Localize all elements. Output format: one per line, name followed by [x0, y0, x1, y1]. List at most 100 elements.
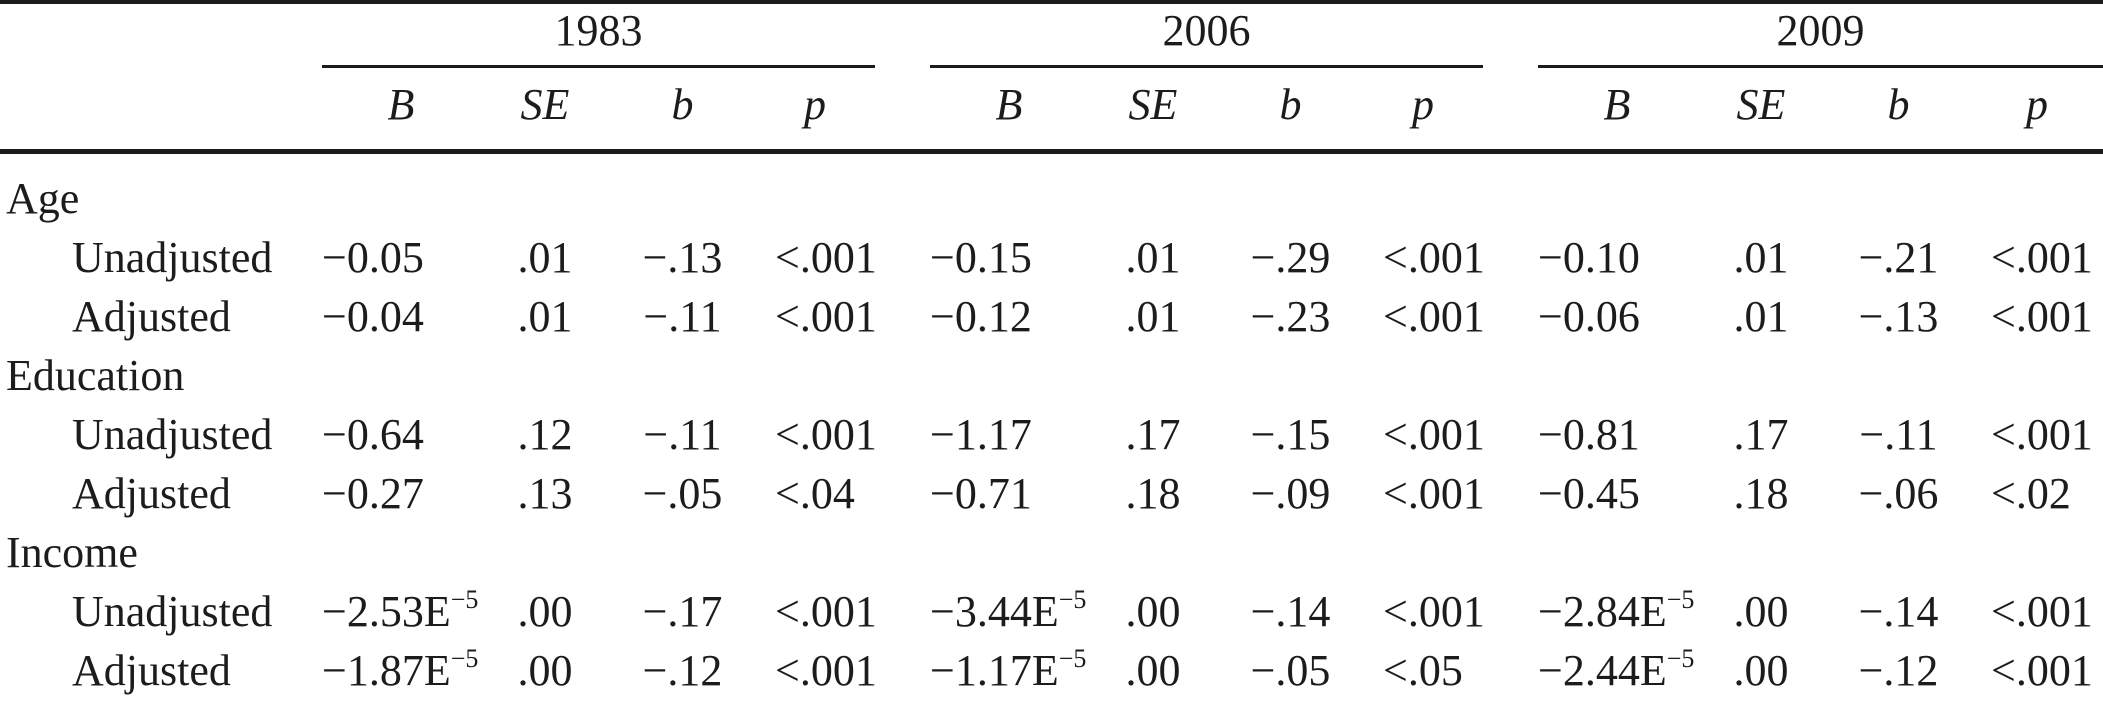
cell-2009-b: −.14 — [1858, 587, 1939, 637]
cell-2009-p: <.02 — [1991, 469, 2071, 519]
row-label: Adjusted — [72, 292, 231, 342]
cell-2006-b: −.09 — [1250, 469, 1331, 519]
cell-1983-p: <.001 — [775, 233, 877, 283]
column-gap — [875, 286, 930, 345]
cell-2006-p: <.001 — [1383, 410, 1485, 460]
cell-2009-B: −2.44E−5 — [1538, 644, 1695, 696]
column-gap — [1483, 581, 1538, 640]
header-2009-b: b — [1826, 66, 1971, 154]
header-2006-p: p — [1363, 66, 1483, 154]
row-label: Unadjusted — [72, 410, 273, 460]
year-header-row: 1983 2006 2009 — [0, 2, 2103, 68]
cell-2009-b: −.13 — [1858, 292, 1939, 342]
cell-1983-b: −.05 — [642, 469, 723, 519]
year-1983-header: 1983 — [322, 2, 875, 68]
cell-1983-p: <.001 — [775, 646, 877, 696]
cell-2006-B: −1.17E−5 — [930, 644, 1087, 696]
year-2009-header: 2009 — [1538, 2, 2103, 68]
cell-2006-b: −.15 — [1250, 410, 1331, 460]
cell-2009-p: <.001 — [1991, 292, 2093, 342]
cell-1983-p: <.001 — [775, 410, 877, 460]
cell-2009-b: −.21 — [1858, 233, 1939, 283]
header-2009-B: B — [1538, 66, 1696, 154]
cell-2006-B: −0.12 — [930, 292, 1032, 342]
cell-2009-B: −0.81 — [1538, 410, 1640, 460]
cell-2006-p: <.001 — [1383, 233, 1485, 283]
table-row: Unadjusted −0.64 .12 −.11 <.001 −1.17 .1… — [0, 404, 2103, 463]
cell-2006-SE: .01 — [1125, 292, 1181, 342]
cell-2009-p: <.001 — [1991, 233, 2093, 283]
cell-2006-p: <.05 — [1383, 646, 1463, 696]
cell-2006-SE: .00 — [1125, 646, 1181, 696]
empty-cells — [322, 151, 2103, 227]
cell-2006-b: −.29 — [1250, 233, 1331, 283]
cell-1983-B: −0.04 — [322, 292, 424, 342]
cell-1983-B: −2.53E−5 — [322, 585, 479, 637]
cell-2006-B: −3.44E−5 — [930, 585, 1087, 637]
cell-2006-SE: .01 — [1125, 233, 1181, 283]
empty-cells — [322, 522, 2103, 581]
cell-1983-b: −.12 — [642, 646, 723, 696]
group-label: Age — [6, 174, 80, 224]
cell-1983-B: −1.87E−5 — [322, 644, 479, 696]
group-row-income: Income — [0, 522, 2103, 581]
cell-2006-p: <.001 — [1383, 587, 1485, 637]
cell-1983-B: −0.64 — [322, 410, 424, 460]
row-label: Adjusted — [72, 469, 231, 519]
table-row: Unadjusted −2.53E−5 .00 −.17 <.001 −3.44… — [0, 581, 2103, 640]
year-2006-header: 2006 — [930, 2, 1483, 68]
cell-1983-SE: .13 — [517, 469, 573, 519]
cell-2006-B: −0.71 — [930, 469, 1032, 519]
cell-2006-SE: .17 — [1125, 410, 1181, 460]
corner-cell — [0, 66, 322, 154]
row-label: Adjusted — [72, 646, 231, 696]
cell-2009-b: −.06 — [1858, 469, 1939, 519]
row-label: Unadjusted — [72, 587, 273, 637]
cell-2009-p: <.001 — [1991, 410, 2093, 460]
cell-2009-B: −0.10 — [1538, 233, 1640, 283]
column-gap — [1483, 640, 1538, 699]
header-2006-b: b — [1218, 66, 1363, 154]
cell-2006-p: <.001 — [1383, 469, 1485, 519]
row-label: Unadjusted — [72, 233, 273, 283]
header-2009-p: p — [1971, 66, 2103, 154]
column-gap — [875, 66, 930, 154]
cell-1983-SE: .01 — [517, 233, 573, 283]
cell-1983-b: −.11 — [643, 410, 722, 460]
cell-2009-SE: .18 — [1733, 469, 1789, 519]
table-row: Adjusted −1.87E−5 .00 −.12 <.001 −1.17E−… — [0, 640, 2103, 699]
header-2006-B: B — [930, 66, 1088, 154]
group-row-age: Age — [0, 151, 2103, 227]
header-1983-SE: SE — [480, 66, 610, 154]
cell-2006-SE: .18 — [1125, 469, 1181, 519]
cell-2009-b: −.12 — [1858, 646, 1939, 696]
cell-2009-p: <.001 — [1991, 646, 2093, 696]
column-gap — [875, 227, 930, 286]
cell-2009-b: −.11 — [1859, 410, 1938, 460]
column-gap — [875, 581, 930, 640]
column-gap — [875, 640, 930, 699]
cell-2006-b: −.14 — [1250, 587, 1331, 637]
header-1983-p: p — [755, 66, 875, 154]
column-gap — [1483, 2, 1538, 66]
cell-1983-B: −0.27 — [322, 469, 424, 519]
column-header-row: B SE b p B SE b p B SE b p — [0, 66, 2103, 154]
cell-2006-SE: .00 — [1125, 587, 1181, 637]
column-gap — [875, 2, 930, 66]
cell-1983-B: −0.05 — [322, 233, 424, 283]
cell-2009-B: −2.84E−5 — [1538, 585, 1695, 637]
header-2006-SE: SE — [1088, 66, 1218, 154]
cell-2009-p: <.001 — [1991, 587, 2093, 637]
cell-2009-B: −0.45 — [1538, 469, 1640, 519]
cell-1983-SE: .00 — [517, 646, 573, 696]
column-gap — [1483, 463, 1538, 522]
header-1983-b: b — [610, 66, 755, 154]
cell-2006-B: −0.15 — [930, 233, 1032, 283]
group-label: Education — [6, 351, 185, 401]
cell-2006-p: <.001 — [1383, 292, 1485, 342]
column-gap — [1483, 404, 1538, 463]
header-1983-B: B — [322, 66, 480, 154]
column-gap — [1483, 227, 1538, 286]
cell-1983-b: −.11 — [643, 292, 722, 342]
